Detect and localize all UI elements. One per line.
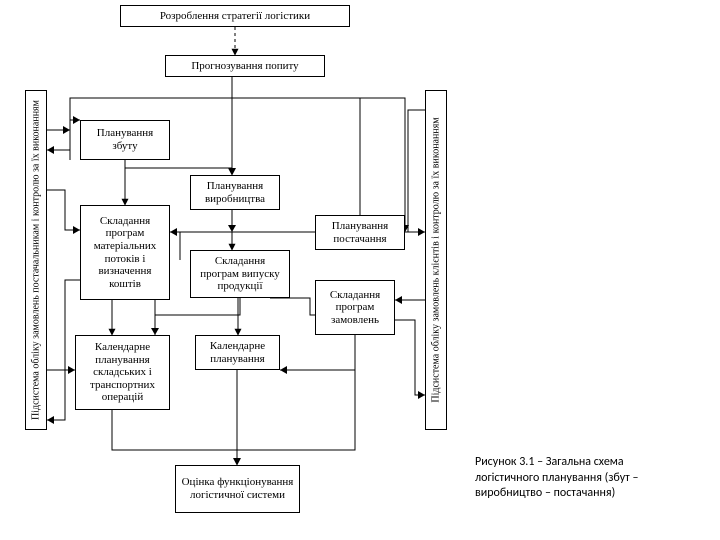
node-label: Складання програм замовлень: [320, 289, 390, 327]
node-label: Складання програм випуску продукції: [195, 255, 285, 293]
figure-caption: Рисунок 3.1 – Загальна схема логістичног…: [475, 455, 705, 502]
node-sales-plan: Планування збуту: [80, 120, 170, 160]
node-label: Календарне планування: [200, 340, 275, 365]
node-label: Прогнозування попиту: [191, 60, 298, 73]
caption-line: виробництво – постачання): [475, 486, 615, 500]
node-label: Підсистема обліку замовлень постачальник…: [30, 100, 42, 420]
node-label: Підсистема обліку замовлень клієнтів і к…: [430, 117, 442, 402]
node-label: Календарне планування складських і транс…: [80, 341, 165, 404]
node-order-prog: Складання програм замовлень: [315, 280, 395, 335]
node-supply-plan: Планування постачання: [315, 215, 405, 250]
node-left-subsystem: Підсистема обліку замовлень постачальник…: [25, 90, 47, 430]
node-output-prog: Складання програм випуску продукції: [190, 250, 290, 298]
node-label: Розроблення стратегії логістики: [160, 10, 310, 23]
node-cal-storage: Календарне планування складських і транс…: [75, 335, 170, 410]
node-right-subsystem: Підсистема обліку замовлень клієнтів і к…: [425, 90, 447, 430]
node-forecast: Прогнозування попиту: [165, 55, 325, 77]
node-material-prog: Складання програм матеріальних потоків і…: [80, 205, 170, 300]
node-label: Планування збуту: [85, 127, 165, 152]
node-label: Планування постачання: [320, 220, 400, 245]
caption-line: Рисунок 3.1 – Загальна схема: [475, 455, 624, 469]
caption-line: логістичного планування (збут –: [475, 471, 638, 485]
node-label: Оцінка функціонування логістичної систем…: [180, 476, 295, 501]
node-label: Складання програм матеріальних потоків і…: [85, 215, 165, 291]
flowchart-canvas: Розроблення стратегії логістики Прогнозу…: [0, 0, 720, 540]
node-strategy: Розроблення стратегії логістики: [120, 5, 350, 27]
node-label: Планування виробництва: [195, 180, 275, 205]
node-prod-plan: Планування виробництва: [190, 175, 280, 210]
node-eval: Оцінка функціонування логістичної систем…: [175, 465, 300, 513]
node-cal-plan: Календарне планування: [195, 335, 280, 370]
